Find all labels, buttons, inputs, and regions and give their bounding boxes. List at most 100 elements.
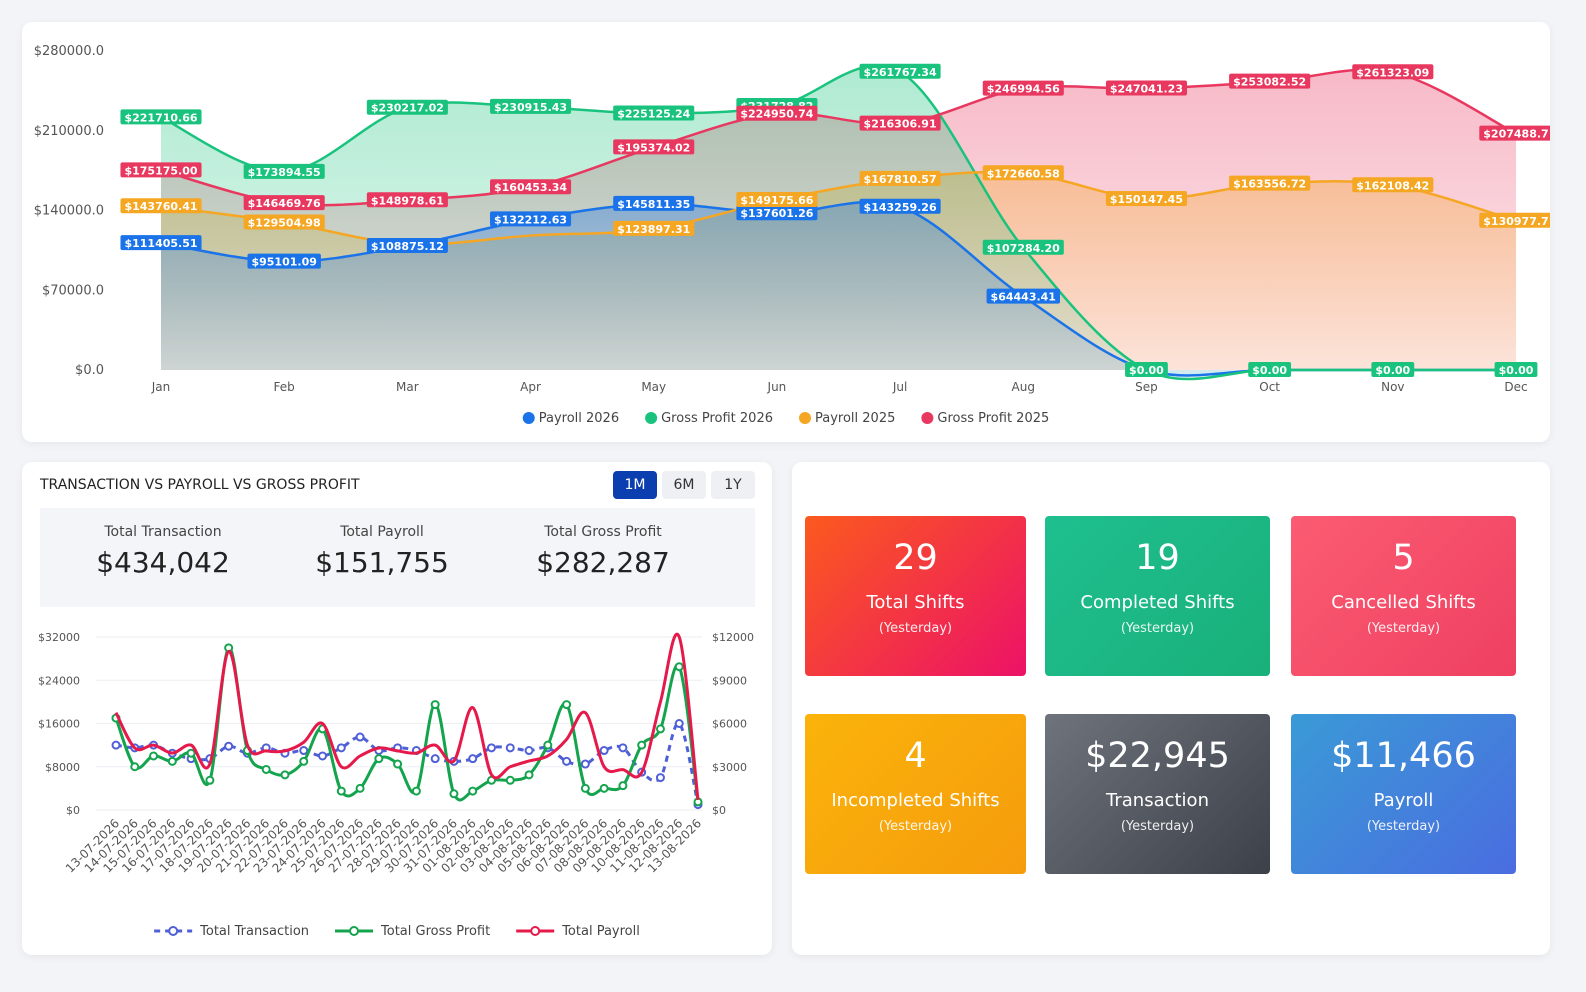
legend-label: Total Transaction — [199, 924, 309, 939]
y-tick-label: $0 — [66, 804, 80, 817]
point — [111, 740, 121, 750]
stat: Total Gross Profit $282,287 — [493, 524, 713, 579]
point — [599, 746, 609, 756]
range-button[interactable]: 1M — [613, 471, 657, 499]
data-label: $149175.66 — [740, 194, 813, 207]
range-button[interactable]: 6M — [662, 471, 706, 499]
data-label-bg — [736, 105, 818, 121]
point — [299, 746, 309, 756]
tile-label: Payroll — [1373, 790, 1434, 811]
data-label: $195374.02 — [617, 141, 690, 154]
y-tick-label: $0.0 — [75, 363, 104, 378]
data-label-bg — [120, 109, 202, 125]
data-label-bg — [736, 205, 818, 221]
data-label-bg — [1105, 190, 1187, 206]
point — [205, 775, 215, 785]
range-buttons: 1M 6M 1Y — [613, 471, 755, 499]
stats-box: Total Transaction $434,042 Total Payroll $1… — [40, 508, 755, 607]
legend-marker — [799, 412, 811, 424]
point — [167, 756, 177, 766]
data-label-bg — [1125, 362, 1168, 377]
data-label: $247041.23 — [1110, 83, 1183, 96]
data-label-bg — [613, 139, 695, 155]
stat-tile: $22,945 Transaction (Yesterday) — [1045, 714, 1270, 874]
legend: Payroll 2026 Gross Profit 2026 Payroll 202… — [522, 411, 1049, 426]
x-tick-label: Mar — [396, 380, 419, 394]
stat-tile: $11,466 Payroll (Yesterday) — [1291, 714, 1516, 874]
data-label-bg — [613, 220, 695, 236]
point — [355, 732, 365, 742]
stat-value: $282,287 — [536, 546, 670, 579]
stat-tile: 4 Incompleted Shifts (Yesterday) — [805, 714, 1026, 874]
point — [336, 743, 346, 753]
data-label: $108875.12 — [371, 240, 444, 253]
data-label-bg — [982, 80, 1064, 96]
point — [149, 751, 159, 761]
x-tick-label: May — [641, 380, 666, 394]
data-label-bg — [120, 162, 202, 178]
range-button[interactable]: 1Y — [711, 471, 755, 499]
y2-tick-label: $9000 — [712, 674, 747, 687]
data-label: $224950.74 — [740, 108, 813, 121]
tile-label: Incompleted Shifts — [831, 790, 1000, 811]
point — [280, 770, 290, 780]
y2-tick-label: $12000 — [712, 631, 754, 644]
point — [580, 783, 590, 793]
y2-tick-label: $3000 — [712, 761, 747, 774]
data-label: $216306.91 — [864, 118, 937, 131]
data-label: $130977.7 — [1483, 215, 1548, 228]
point — [674, 719, 684, 728]
x-tick-label: Sep — [1135, 380, 1158, 394]
stat: Total Payroll $151,755 — [272, 524, 492, 579]
data-label: $137601.26 — [740, 207, 813, 220]
legend-marker — [530, 926, 541, 936]
tiles-card: 29 Total Shifts (Yesterday) 19 Completed Shi… — [792, 462, 1550, 955]
stat-tile: 5 Cancelled Shifts (Yesterday) — [1291, 516, 1516, 676]
data-label: $225125.24 — [617, 108, 690, 121]
point — [411, 786, 421, 796]
y-tick-label: $8000 — [45, 761, 80, 774]
x-tick-label: Dec — [1504, 380, 1527, 394]
x-tick-label: Aug — [1012, 380, 1035, 394]
data-label-bg — [1105, 80, 1187, 96]
legend-label: Gross Profit 2025 — [937, 411, 1049, 426]
data-label-bg — [490, 179, 572, 195]
data-label: $167810.57 — [864, 173, 937, 186]
data-label-bg — [982, 239, 1064, 255]
point — [618, 781, 628, 791]
tile-value: 5 — [1392, 538, 1415, 578]
legend-marker — [522, 412, 535, 424]
tile-sub: (Yesterday) — [1120, 819, 1195, 834]
point — [374, 754, 384, 764]
data-label-bg — [859, 115, 941, 131]
data-label: $163556.72 — [1233, 178, 1306, 191]
point — [618, 743, 628, 753]
point — [524, 770, 534, 780]
data-label: $230915.43 — [494, 101, 567, 114]
tile-value: 29 — [893, 538, 938, 578]
data-label: $148978.61 — [371, 194, 444, 207]
tile-sub: (Yesterday) — [1366, 621, 1441, 636]
data-label-bg — [490, 98, 572, 114]
y-tick-label: $70000.0 — [42, 283, 104, 298]
data-label: $132212.63 — [494, 213, 567, 226]
tile-sub: (Yesterday) — [878, 621, 953, 636]
area — [161, 202, 1516, 376]
legend-marker — [921, 412, 934, 424]
data-label-bg — [1352, 64, 1434, 80]
data-label-bg — [986, 288, 1060, 304]
card-title: TRANSACTION VS PAYROLL VS GROSS PROFIT — [40, 477, 360, 493]
data-label-bg — [859, 170, 941, 186]
data-label: $173894.55 — [248, 166, 321, 179]
point — [261, 764, 271, 774]
data-label: $0.00 — [1252, 364, 1287, 377]
data-label: $162108.42 — [1356, 179, 1429, 192]
data-label-bg — [1352, 177, 1434, 193]
data-label: $160453.34 — [494, 181, 567, 194]
data-label-bg — [120, 235, 202, 251]
point — [655, 724, 665, 734]
data-label-bg — [1494, 362, 1538, 377]
y2-tick-label: $0 — [712, 804, 726, 817]
data-label-bg — [859, 198, 941, 214]
